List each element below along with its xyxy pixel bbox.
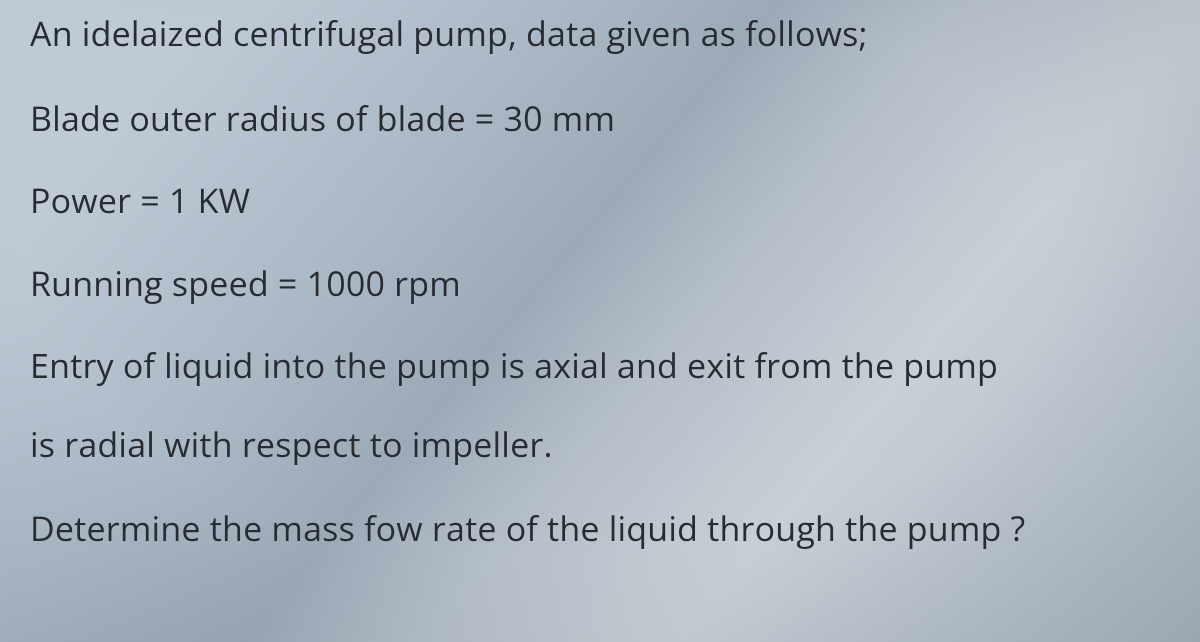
text-line-4: Running speed = 1000 rpm — [30, 262, 1178, 305]
text-line-5: Entry of liquid into the pump is axial a… — [30, 344, 1178, 387]
text-line-3: Power = 1 KW — [30, 179, 1178, 222]
text-line-2: Blade outer radius of blade = 30 mm — [30, 97, 1178, 140]
text-line-7: Determine the mass fow rate of the liqui… — [30, 507, 1178, 550]
text-line-1: An idelaized centrifugal pump, data give… — [30, 12, 1178, 55]
text-line-6: is radial with respect to impeller. — [30, 423, 1178, 466]
problem-text-block: An idelaized centrifugal pump, data give… — [30, 12, 1178, 550]
